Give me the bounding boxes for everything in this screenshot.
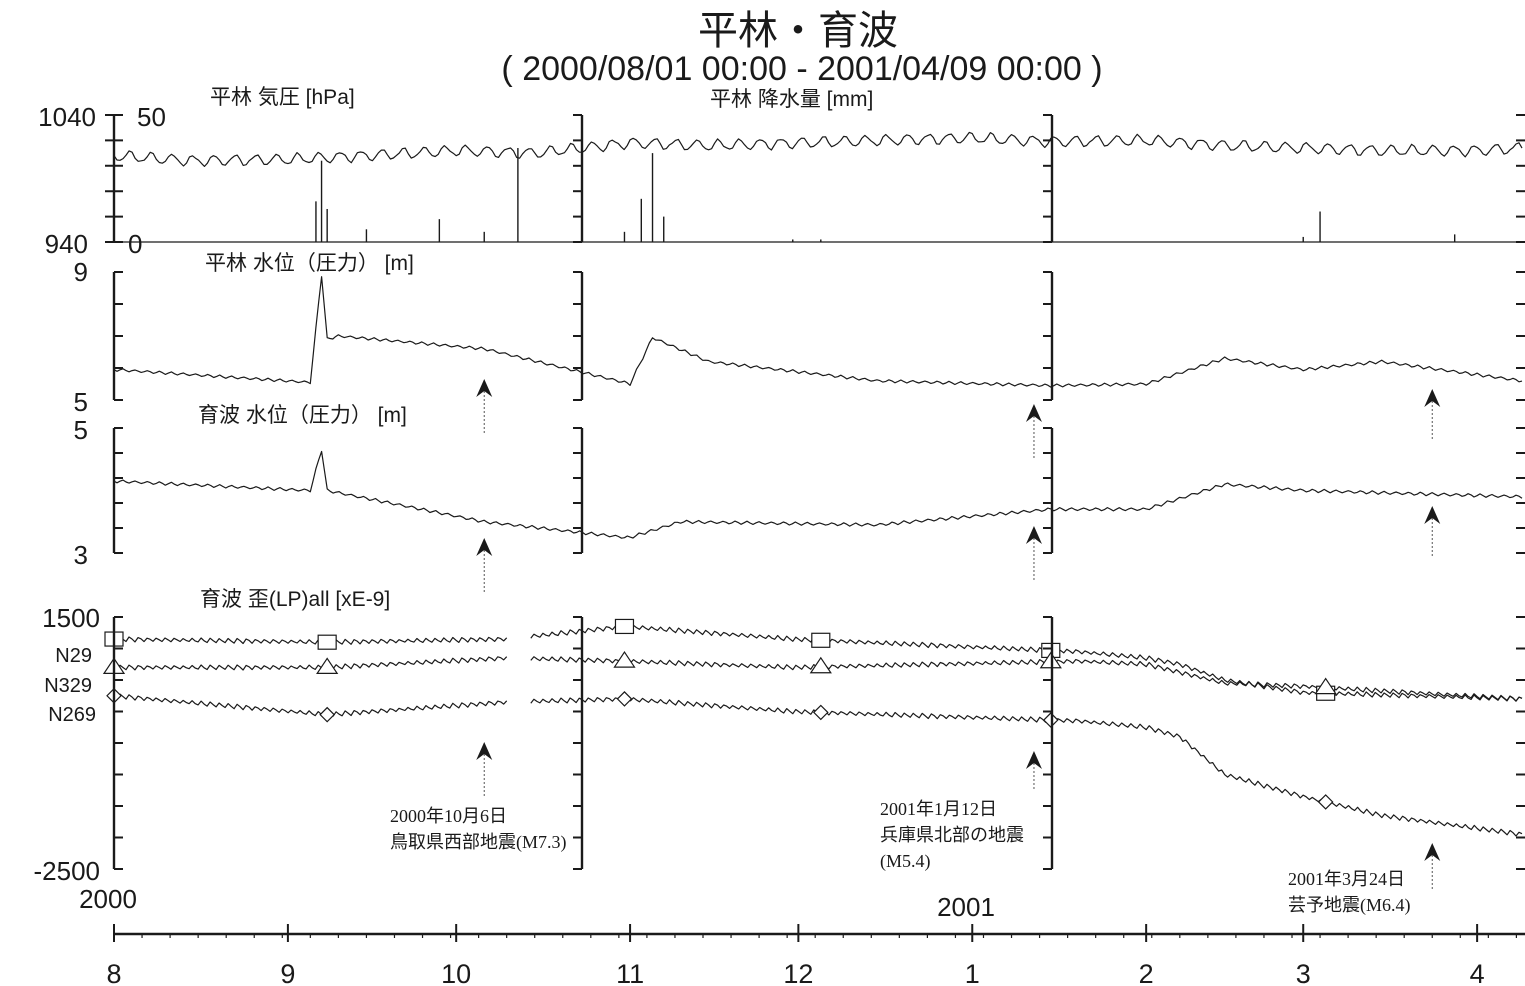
pressure-series — [113, 131, 1523, 167]
year-label-2000: 2000 — [79, 884, 137, 914]
month-tick-label: 10 — [441, 959, 471, 986]
month-tick-label: 3 — [1296, 959, 1311, 986]
series-label-n269: N269 — [48, 704, 96, 726]
month-tick-label: 12 — [783, 959, 813, 986]
quake-arrow-hyogo-water2-head — [1025, 526, 1042, 544]
pressure-axis-bottom: 940 — [45, 229, 88, 259]
marker-triangle — [1039, 651, 1062, 669]
series-label-n29: N29 — [55, 645, 92, 667]
year-label-2001: 2001 — [937, 892, 995, 922]
marker-diamond — [1042, 712, 1059, 728]
marker-triangle — [613, 651, 636, 668]
month-tick-label: 11 — [616, 959, 644, 986]
hirabayashi-water-series — [113, 276, 1523, 388]
marker-diamond — [616, 691, 633, 707]
month-tick-label: 4 — [1470, 959, 1485, 986]
month-tick-label: 9 — [280, 959, 295, 986]
strain-series-n329 — [113, 656, 1523, 702]
marker-square — [317, 634, 337, 650]
rain-label: 平林 降水量 [mm] — [710, 88, 873, 111]
strain-axis-bottom: -2500 — [34, 856, 101, 886]
strain-series-n29 — [113, 624, 1523, 702]
rain-axis-bottom: 0 — [128, 229, 142, 259]
hirabayashi-axis-top: 9 — [74, 257, 88, 287]
pressure-axis-top: 1040 — [38, 102, 96, 132]
chart-subtitle: ( 2000/08/01 00:00 - 2001/04/09 00:00 ) — [501, 50, 1102, 88]
ikuha-axis-bottom: 3 — [74, 540, 88, 570]
marker-diamond — [319, 706, 336, 723]
annotation-text: (M5.4) — [880, 851, 931, 872]
marker-triangle — [809, 656, 832, 674]
marker-square — [614, 618, 635, 635]
ikuha-water-series — [113, 450, 1523, 539]
axis-layer: 8 9 10 11 12 1 2 3 4 — [105, 114, 1525, 986]
rain-axis-top: 50 — [137, 102, 166, 132]
annotation-text: 2001年3月24日 — [1288, 869, 1405, 889]
marker-triangle — [316, 657, 339, 675]
marker-triangle — [1314, 677, 1337, 695]
annotation-text: 芸予地震(M6.4) — [1288, 895, 1411, 916]
chart-title: 平林・育波 — [698, 9, 898, 53]
marker-diamond — [1317, 794, 1334, 810]
quake-arrow-tottori-water1-head — [476, 379, 493, 397]
annotation-text: 兵庫県北部の地震 — [880, 825, 1024, 845]
month-tick-label: 1 — [965, 959, 980, 986]
annotation-text: 2000年10月6日 — [390, 806, 507, 826]
ikuha-water-label: 育波 水位（圧力） [m] — [198, 404, 407, 427]
trace-layer — [102, 131, 1523, 837]
annotation-text: 2001年1月12日 — [880, 799, 997, 819]
annotation-text: 鳥取県西部地震(M7.3) — [390, 832, 567, 853]
quake-arrow-geiyo-water1-head — [1424, 389, 1441, 407]
quake-arrow-hyogo-strain-head — [1025, 751, 1042, 769]
quake-arrow-hyogo-water1-head — [1025, 404, 1042, 422]
series-label-n329: N329 — [44, 675, 92, 697]
quake-arrow-tottori-strain-head — [476, 742, 493, 760]
pressure-label: 平林 気圧 [hPa] — [210, 86, 355, 109]
marker-diamond — [812, 704, 829, 721]
strain-axis-top: 1500 — [42, 603, 100, 633]
marker-square — [811, 632, 831, 648]
hirabayashi-water-label: 平林 水位（圧力） [m] — [205, 252, 414, 275]
month-tick-label: 8 — [106, 959, 121, 986]
strain-series-n269 — [113, 693, 1523, 837]
strain-label: 育波 歪(LP)all [xE-9] — [200, 588, 390, 611]
quake-arrow-tottori-water2-head — [476, 538, 493, 556]
hirabayashi-axis-bottom: 5 — [74, 387, 88, 417]
quake-arrow-geiyo-water2-head — [1424, 506, 1441, 524]
quake-arrow-geiyo-strain-head — [1424, 843, 1441, 861]
month-tick-label: 2 — [1139, 959, 1154, 986]
ikuha-axis-top: 5 — [74, 415, 88, 445]
